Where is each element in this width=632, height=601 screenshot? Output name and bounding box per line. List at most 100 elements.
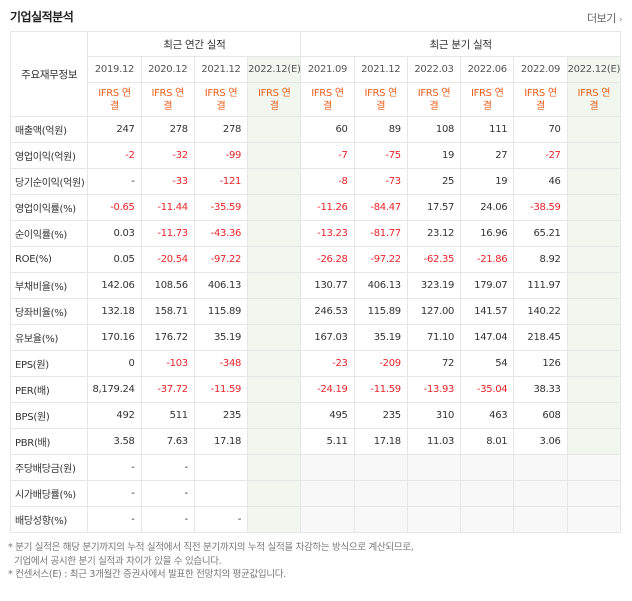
period-header-a3: 2022.12(E) (247, 56, 302, 83)
table-cell: 71.10 (406, 324, 462, 351)
table-cell: - (87, 168, 142, 195)
table-cell (247, 246, 302, 273)
footnote-2: * 컨센서스(E) : 최근 3개월간 증권사에서 발표한 전망치의 평균값입니… (8, 569, 286, 580)
table-cell: 141.57 (460, 298, 515, 325)
table-row: 순이익률(%) 0.03 -11.73 -43.36 -13.23 -81.77 23.12… (9, 220, 622, 247)
table-cell: 38.33 (513, 376, 568, 403)
table-cell: -21.86 (460, 246, 515, 273)
chevron-right-icon: › (618, 15, 623, 25)
empty-cell (353, 454, 408, 481)
row-label: ROE(%) (9, 246, 89, 273)
table-cell: 19 (460, 168, 515, 195)
empty-cell (300, 454, 355, 481)
period-header-q4: 2022.09 (513, 56, 568, 83)
table-cell: -121 (193, 168, 249, 195)
table-cell: 5.11 (300, 428, 355, 455)
table-cell: 406.13 (353, 272, 408, 299)
more-label: 더보기 (587, 12, 616, 25)
table-cell: 511 (140, 402, 195, 429)
table-cell (247, 116, 302, 143)
period-header-q0: 2021.09 (300, 56, 355, 83)
table-cell: 24.06 (460, 194, 515, 221)
table-cell: -7 (300, 142, 355, 169)
table-cell (566, 220, 622, 247)
period-header-q5: 2022.12(E) (566, 56, 622, 83)
table-cell: -11.59 (353, 376, 408, 403)
basis-label: IFRS 연결 (460, 82, 515, 117)
empty-cell (566, 480, 622, 507)
empty-cell (566, 506, 622, 533)
table-cell: -33 (140, 168, 195, 195)
table-cell: 246.53 (300, 298, 355, 325)
table-cell: 8.01 (460, 428, 515, 455)
row-label: 유보율(%) (9, 324, 89, 351)
table-cell: -75 (353, 142, 408, 169)
table-cell: 132.18 (87, 298, 142, 325)
table-cell (566, 246, 622, 273)
table-cell: 235 (193, 402, 249, 429)
section-title: 기업실적분석 (10, 10, 74, 24)
empty-cell (406, 480, 462, 507)
row-label: 순이익률(%) (9, 220, 89, 247)
period-header-a2: 2021.12 (193, 56, 249, 83)
table-cell (566, 142, 622, 169)
basis-label: IFRS 연결 (566, 82, 622, 117)
table-cell: 8.92 (513, 246, 568, 273)
basis-label: IFRS 연결 (353, 82, 408, 117)
table-cell: 142.06 (87, 272, 142, 299)
table-cell: 176.72 (140, 324, 195, 351)
table-cell: -35.04 (460, 376, 515, 403)
table-cell: -73 (353, 168, 408, 195)
table-cell: 158.71 (140, 298, 195, 325)
table-cell (247, 506, 302, 533)
row-label: 당기순이익(억원) (9, 168, 89, 195)
table-cell: 3.58 (87, 428, 142, 455)
more-link[interactable]: 더보기 › (587, 10, 623, 26)
table-row: 당좌비율(%) 132.18 158.71 115.89 246.53 115.89 127… (9, 298, 622, 325)
table-cell: 3.06 (513, 428, 568, 455)
table-cell: 70 (513, 116, 568, 143)
table-row: EPS(원) 0 -103 -348 -23 -209 72 54 126 (9, 350, 622, 377)
table-cell: - (140, 480, 195, 507)
table-cell: -97.22 (353, 246, 408, 273)
table-cell (193, 480, 249, 507)
table-cell (566, 324, 622, 351)
table-cell: -62.35 (406, 246, 462, 273)
empty-cell (300, 480, 355, 507)
table-cell: 495 (300, 402, 355, 429)
table-cell (247, 454, 302, 481)
basis-label: IFRS 연결 (406, 82, 462, 117)
table-cell (566, 298, 622, 325)
annual-group-header: 최근 연간 실적 (87, 31, 302, 57)
basis-label: IFRS 연결 (513, 82, 568, 117)
row-label: BPS(원) (9, 402, 89, 429)
table-cell: -84.47 (353, 194, 408, 221)
table-cell: -99 (193, 142, 249, 169)
table-cell: 127.00 (406, 298, 462, 325)
table-cell: 111 (460, 116, 515, 143)
table-cell (247, 428, 302, 455)
table-cell: 27 (460, 142, 515, 169)
table-cell: 218.45 (513, 324, 568, 351)
table-cell: -38.59 (513, 194, 568, 221)
table-cell: -103 (140, 350, 195, 377)
footnote-1: * 분기 실적은 해당 분기까지의 누적 실적에서 직전 분기까지의 누적 실적… (8, 542, 414, 553)
table-cell (247, 324, 302, 351)
table-cell: -20.54 (140, 246, 195, 273)
table-cell: 46 (513, 168, 568, 195)
table-cell: -11.44 (140, 194, 195, 221)
period-header-a1: 2020.12 (140, 56, 195, 83)
table-cell: 35.19 (353, 324, 408, 351)
table-cell: 19 (406, 142, 462, 169)
empty-cell (513, 454, 568, 481)
table-cell: 115.89 (193, 298, 249, 325)
quarter-group-header: 최근 분기 실적 (300, 31, 621, 57)
table-cell (247, 480, 302, 507)
table-cell (566, 350, 622, 377)
table-cell: -23 (300, 350, 355, 377)
table-cell: 247 (87, 116, 142, 143)
table-cell: -26.28 (300, 246, 355, 273)
table-row: 영업이익(억원) -2 -32 -99 -7 -75 19 27 -27 (9, 142, 622, 169)
table-cell: 108.56 (140, 272, 195, 299)
table-cell: 25 (406, 168, 462, 195)
